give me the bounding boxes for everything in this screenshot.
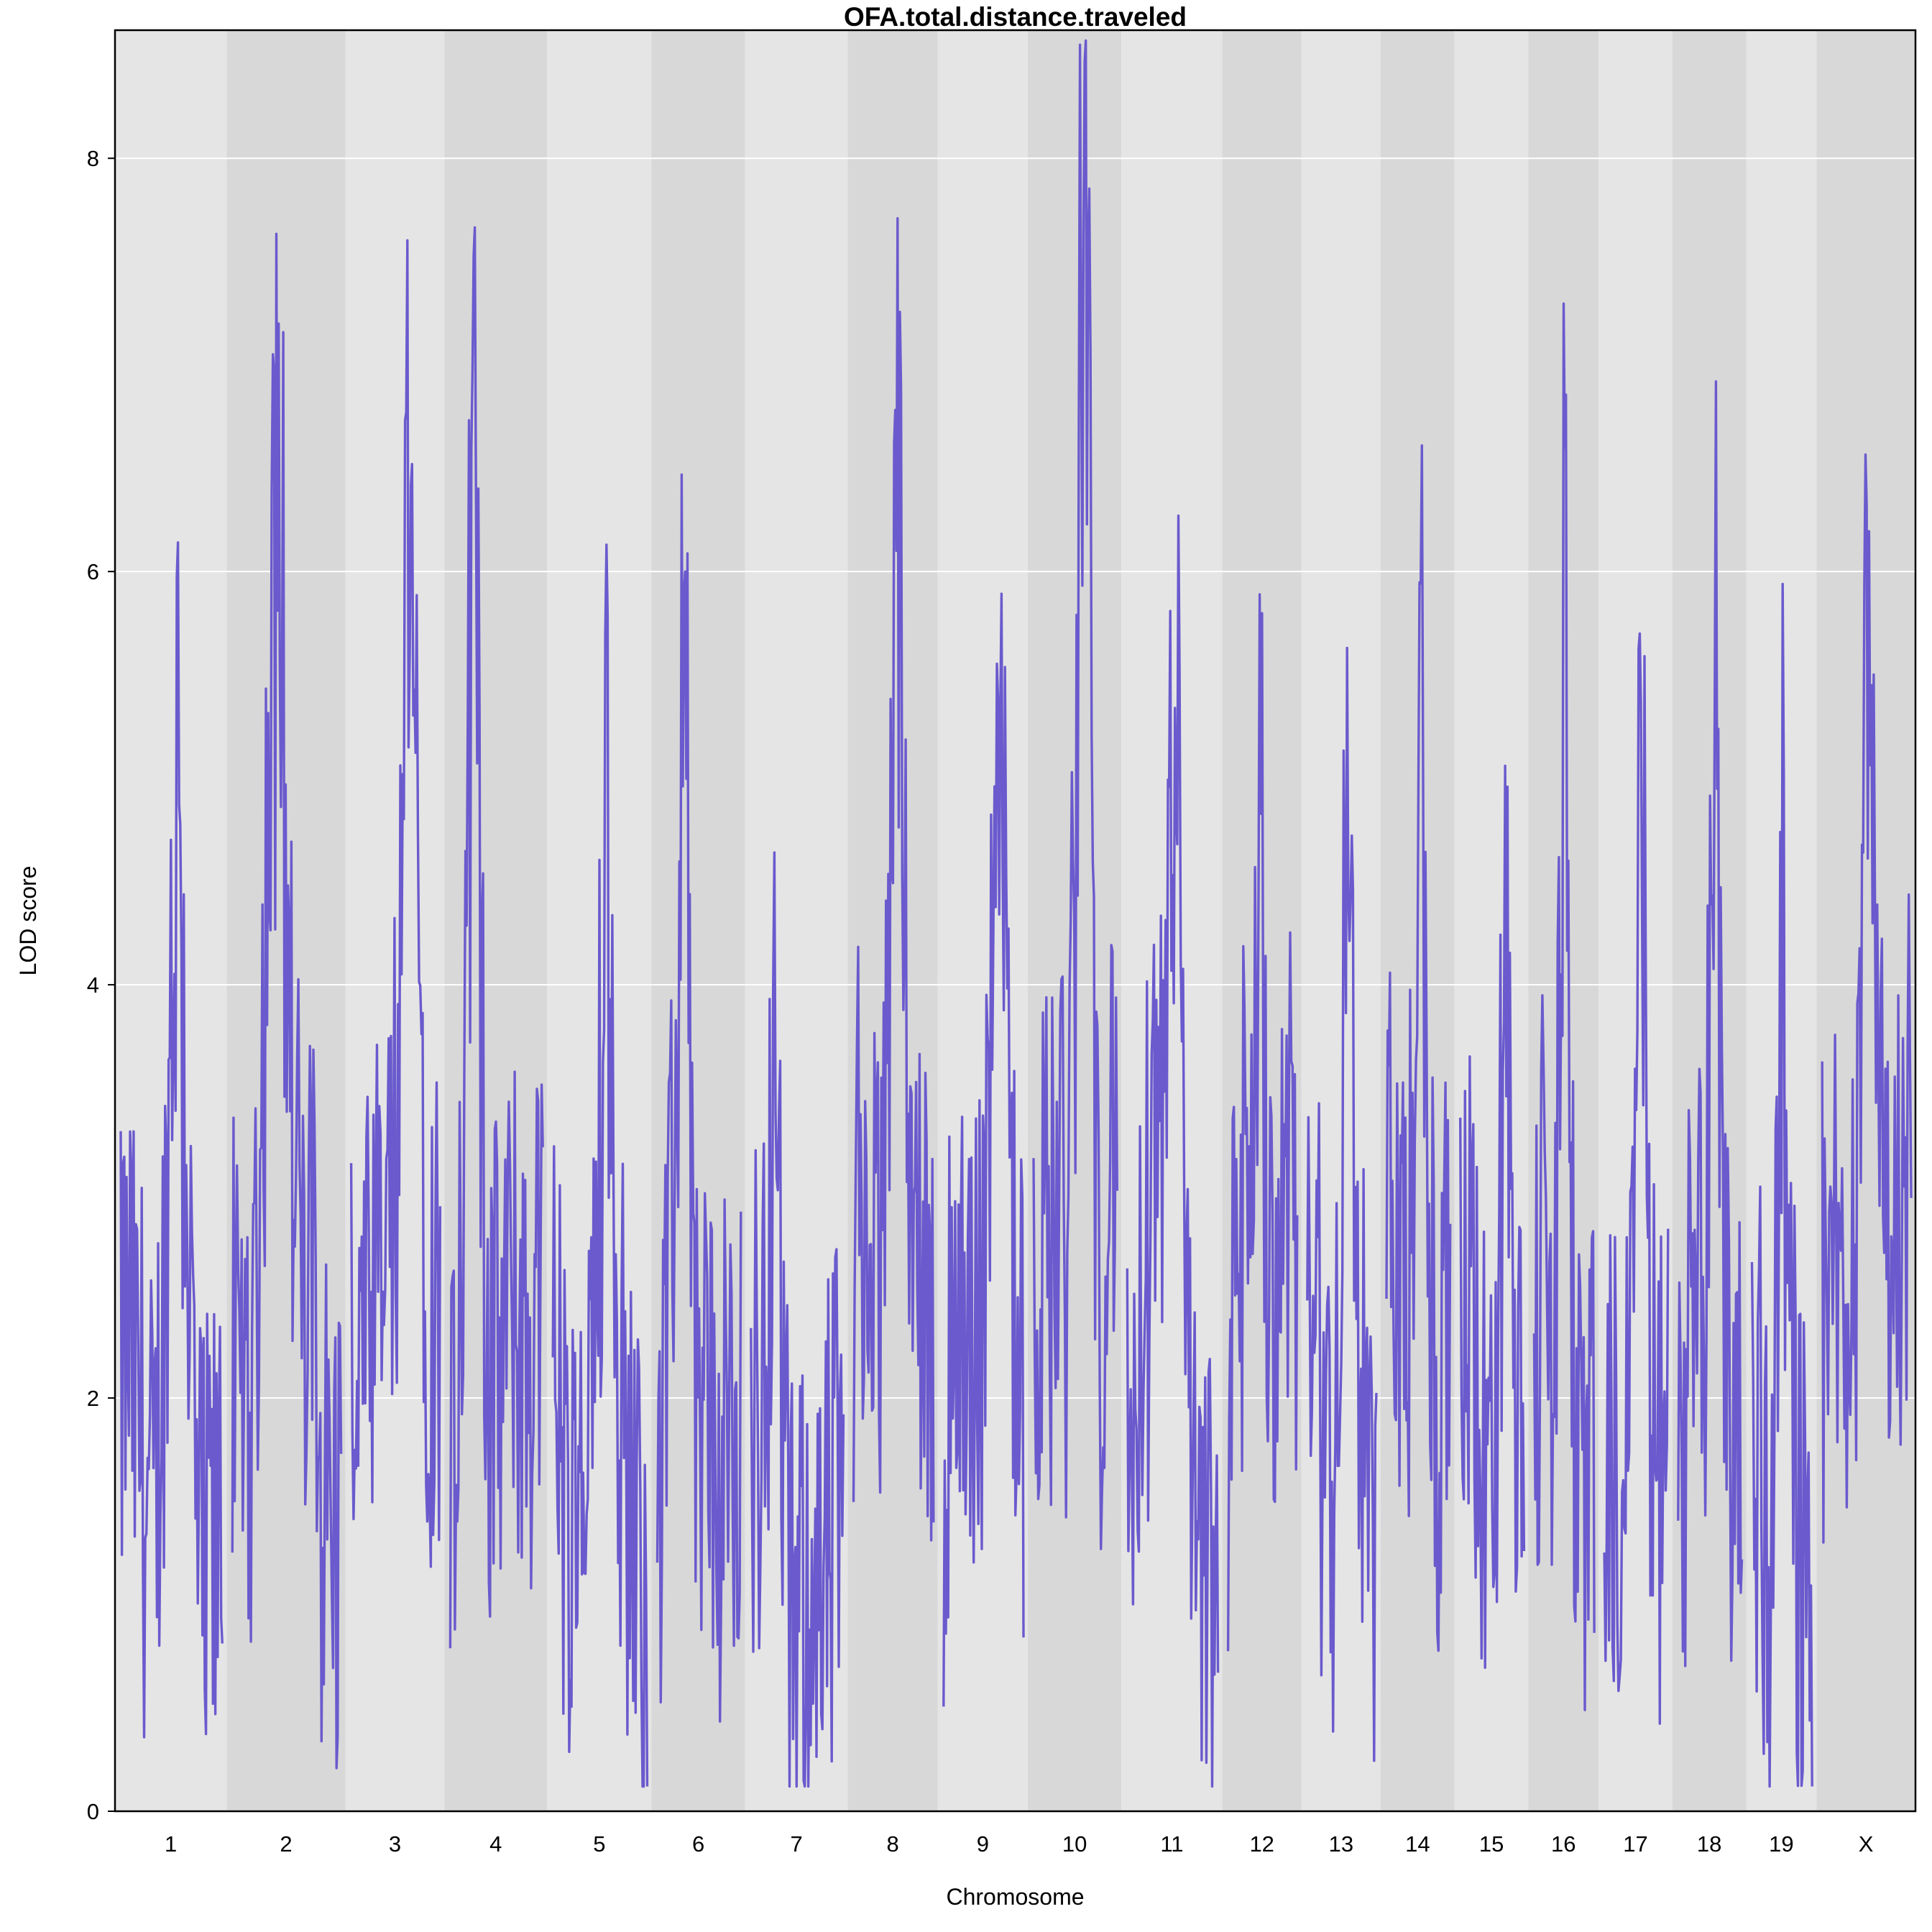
y-tick-label-6: 6 — [87, 559, 99, 584]
x-tick-label-19: 19 — [1769, 1831, 1793, 1857]
x-tick-label-15: 15 — [1479, 1831, 1504, 1857]
x-tick-label-3: 3 — [389, 1831, 401, 1857]
x-tick-label-6: 6 — [692, 1831, 704, 1857]
lod-score-line — [119, 39, 1913, 1788]
x-tick-label-2: 2 — [280, 1831, 292, 1857]
x-tick-label-5: 5 — [593, 1831, 605, 1857]
x-tick-label-8: 8 — [887, 1831, 899, 1857]
y-axis-label: LOD score — [15, 866, 41, 976]
x-tick-label-9: 9 — [977, 1831, 989, 1857]
plot-frame — [114, 29, 1917, 1813]
x-tick-label-18: 18 — [1697, 1831, 1721, 1857]
x-tick-label-11: 11 — [1160, 1831, 1183, 1857]
chromosome-band-7 — [745, 30, 848, 1811]
chromosome-band-8 — [847, 30, 938, 1811]
x-tick-label-1: 1 — [165, 1831, 177, 1857]
chart-title: OFA.total.distance.traveled — [844, 2, 1187, 32]
x-axis-label: Chromosome — [946, 1884, 1084, 1910]
x-tick-label-12: 12 — [1249, 1831, 1274, 1857]
y-tick-label-8: 8 — [87, 146, 99, 171]
x-axis: 1 2 3 4 5 6 7 8 9 10 11 12 13 14 15 16 17 18 19 X — [165, 1831, 1874, 1857]
y-axis: 0 2 4 6 8 — [87, 146, 115, 1824]
chromosome-band-x — [1816, 30, 1915, 1811]
y-tick-label-2: 2 — [87, 1386, 99, 1411]
x-tick-label-17: 17 — [1623, 1831, 1647, 1857]
y-tick-label-4: 4 — [87, 972, 99, 998]
x-tick-label-14: 14 — [1405, 1831, 1430, 1857]
x-tick-label-13: 13 — [1329, 1831, 1353, 1857]
x-tick-label-7: 7 — [791, 1831, 803, 1857]
x-tick-label-10: 10 — [1062, 1831, 1087, 1857]
chromosome-band-6 — [651, 30, 745, 1811]
x-tick-label-x: X — [1859, 1831, 1874, 1857]
x-tick-label-16: 16 — [1551, 1831, 1576, 1857]
y-tick-label-0: 0 — [87, 1799, 99, 1824]
x-tick-label-4: 4 — [489, 1831, 502, 1857]
